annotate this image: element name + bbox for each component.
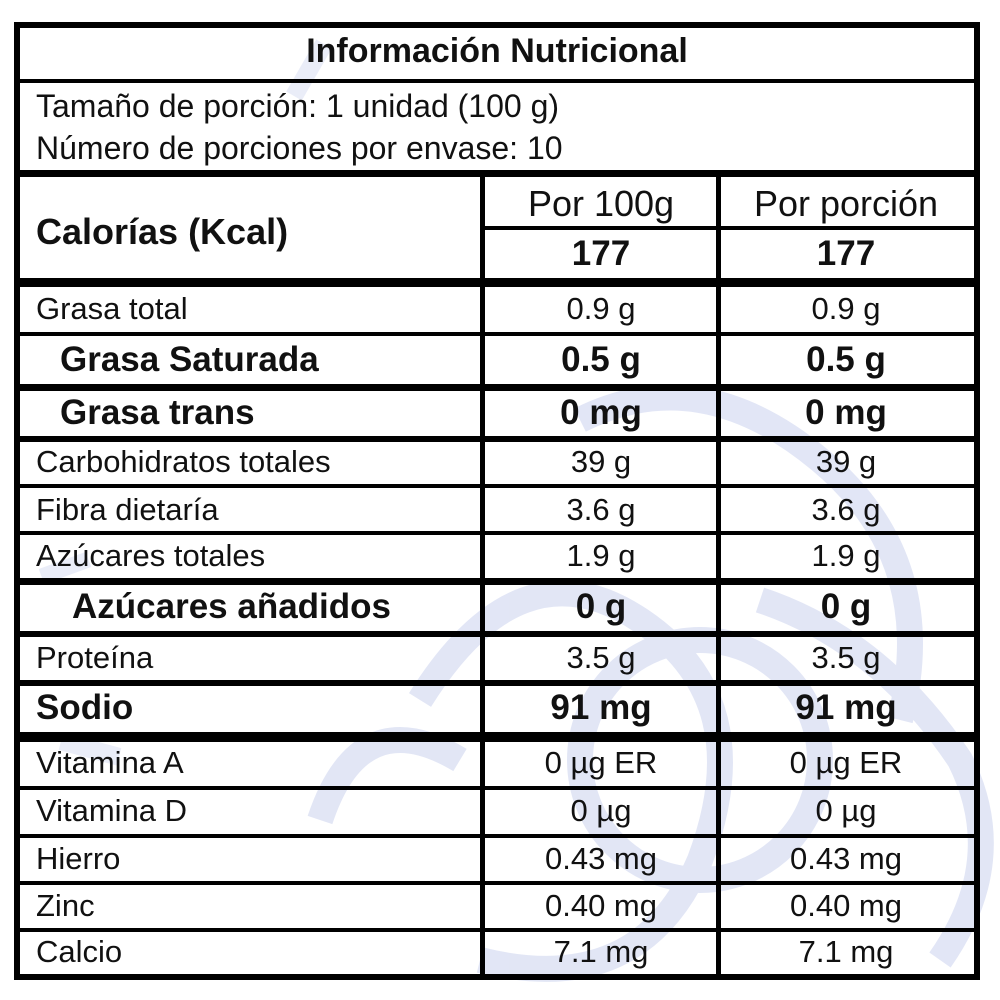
value-per-serving-sodio: 91 mg <box>795 688 897 727</box>
value-per-serving-carbohidratos: 39 g <box>815 444 877 479</box>
row-rule <box>14 732 980 742</box>
value-per-serving-azucares-totales: 1.9 g <box>811 538 881 573</box>
servings-per-container: Número de porciones por envase: 10 <box>36 130 563 166</box>
nutrient-name-vitamina-d: Vitamina D <box>36 793 188 828</box>
row-rule <box>14 384 980 391</box>
row-rule <box>14 531 980 535</box>
nutrient-name-grasa-total: Grasa total <box>36 291 188 326</box>
rule-title <box>14 79 980 83</box>
value-per100g-sodio: 91 mg <box>550 688 652 727</box>
value-per-serving-grasa-saturada: 0.5 g <box>806 340 886 379</box>
value-per100g-vitamina-d: 0 µg <box>570 793 632 828</box>
value-per100g-hierro: 0.43 mg <box>544 841 657 876</box>
rule-serving <box>14 170 980 177</box>
row-rule <box>14 578 980 585</box>
nutrition-facts-label: Información Nutricional Tamaño de porció… <box>14 22 980 980</box>
label-title: Información Nutricional <box>306 32 688 70</box>
nutrient-name-sodio: Sodio <box>36 688 134 727</box>
row-rule <box>14 928 980 932</box>
value-per-serving-vitamina-a: 0 µg ER <box>789 745 903 780</box>
value-per-serving-calcio: 7.1 mg <box>798 934 894 969</box>
value-per100g-carbohidratos: 39 g <box>570 444 632 479</box>
col-header-per-serving: Por porción <box>753 183 939 224</box>
value-per-serving-zinc: 0.40 mg <box>789 888 902 923</box>
value-per100g-zinc: 0.40 mg <box>544 888 657 923</box>
divider-col2 <box>716 172 721 980</box>
rule-calories <box>14 278 980 287</box>
row-rule <box>14 881 980 885</box>
nutrient-name-hierro: Hierro <box>36 841 121 876</box>
nutrient-name-azucares-anadidos: Azúcares añadidos <box>72 587 391 626</box>
nutrient-name-carbohidratos: Carbohidratos totales <box>36 444 331 479</box>
value-per100g-calcio: 7.1 mg <box>553 934 649 969</box>
value-per100g-azucares-anadidos: 0 g <box>575 587 627 626</box>
divider-col1 <box>480 172 485 980</box>
value-per-serving-grasa-total: 0.9 g <box>811 291 881 326</box>
calories-per100g: 177 <box>571 234 631 273</box>
nutrient-name-grasa-saturada: Grasa Saturada <box>60 340 319 379</box>
value-per-serving-grasa-trans: 0 mg <box>805 393 887 432</box>
label-border <box>14 22 980 980</box>
value-per100g-grasa-trans: 0 mg <box>560 393 642 432</box>
value-per100g-grasa-saturada: 0.5 g <box>561 340 641 379</box>
nutrient-name-vitamina-a: Vitamina A <box>36 745 184 780</box>
serving-size: Tamaño de porción: 1 unidad (100 g) <box>36 88 560 124</box>
nutrient-name-proteina: Proteína <box>36 640 154 675</box>
nutrient-name-calcio: Calcio <box>36 934 123 969</box>
rule-col-header <box>480 226 980 230</box>
row-rule <box>14 680 980 686</box>
value-per100g-fibra: 3.6 g <box>566 492 636 527</box>
value-per100g-grasa-total: 0.9 g <box>566 291 636 326</box>
calories-label: Calorías (Kcal) <box>36 211 289 252</box>
calories-per-serving: 177 <box>816 234 876 273</box>
row-rule <box>14 786 980 790</box>
row-rule <box>14 484 980 488</box>
value-per-serving-azucares-anadidos: 0 g <box>820 587 872 626</box>
row-rule <box>14 332 980 336</box>
col-header-per100g: Por 100g <box>527 183 675 224</box>
value-per100g-azucares-totales: 1.9 g <box>566 538 636 573</box>
value-per-serving-proteina: 3.5 g <box>811 640 881 675</box>
nutrient-name-azucares-totales: Azúcares totales <box>36 538 266 573</box>
row-rule <box>14 834 980 838</box>
value-per-serving-vitamina-d: 0 µg <box>815 793 877 828</box>
row-rule <box>14 436 980 442</box>
value-per100g-proteina: 3.5 g <box>566 640 636 675</box>
nutrient-name-fibra: Fibra dietaría <box>36 492 219 527</box>
nutrient-name-grasa-trans: Grasa trans <box>60 393 255 432</box>
value-per100g-vitamina-a: 0 µg ER <box>544 745 658 780</box>
nutrient-name-zinc: Zinc <box>36 888 95 923</box>
row-rule <box>14 631 980 637</box>
value-per-serving-hierro: 0.43 mg <box>789 841 902 876</box>
value-per-serving-fibra: 3.6 g <box>811 492 881 527</box>
